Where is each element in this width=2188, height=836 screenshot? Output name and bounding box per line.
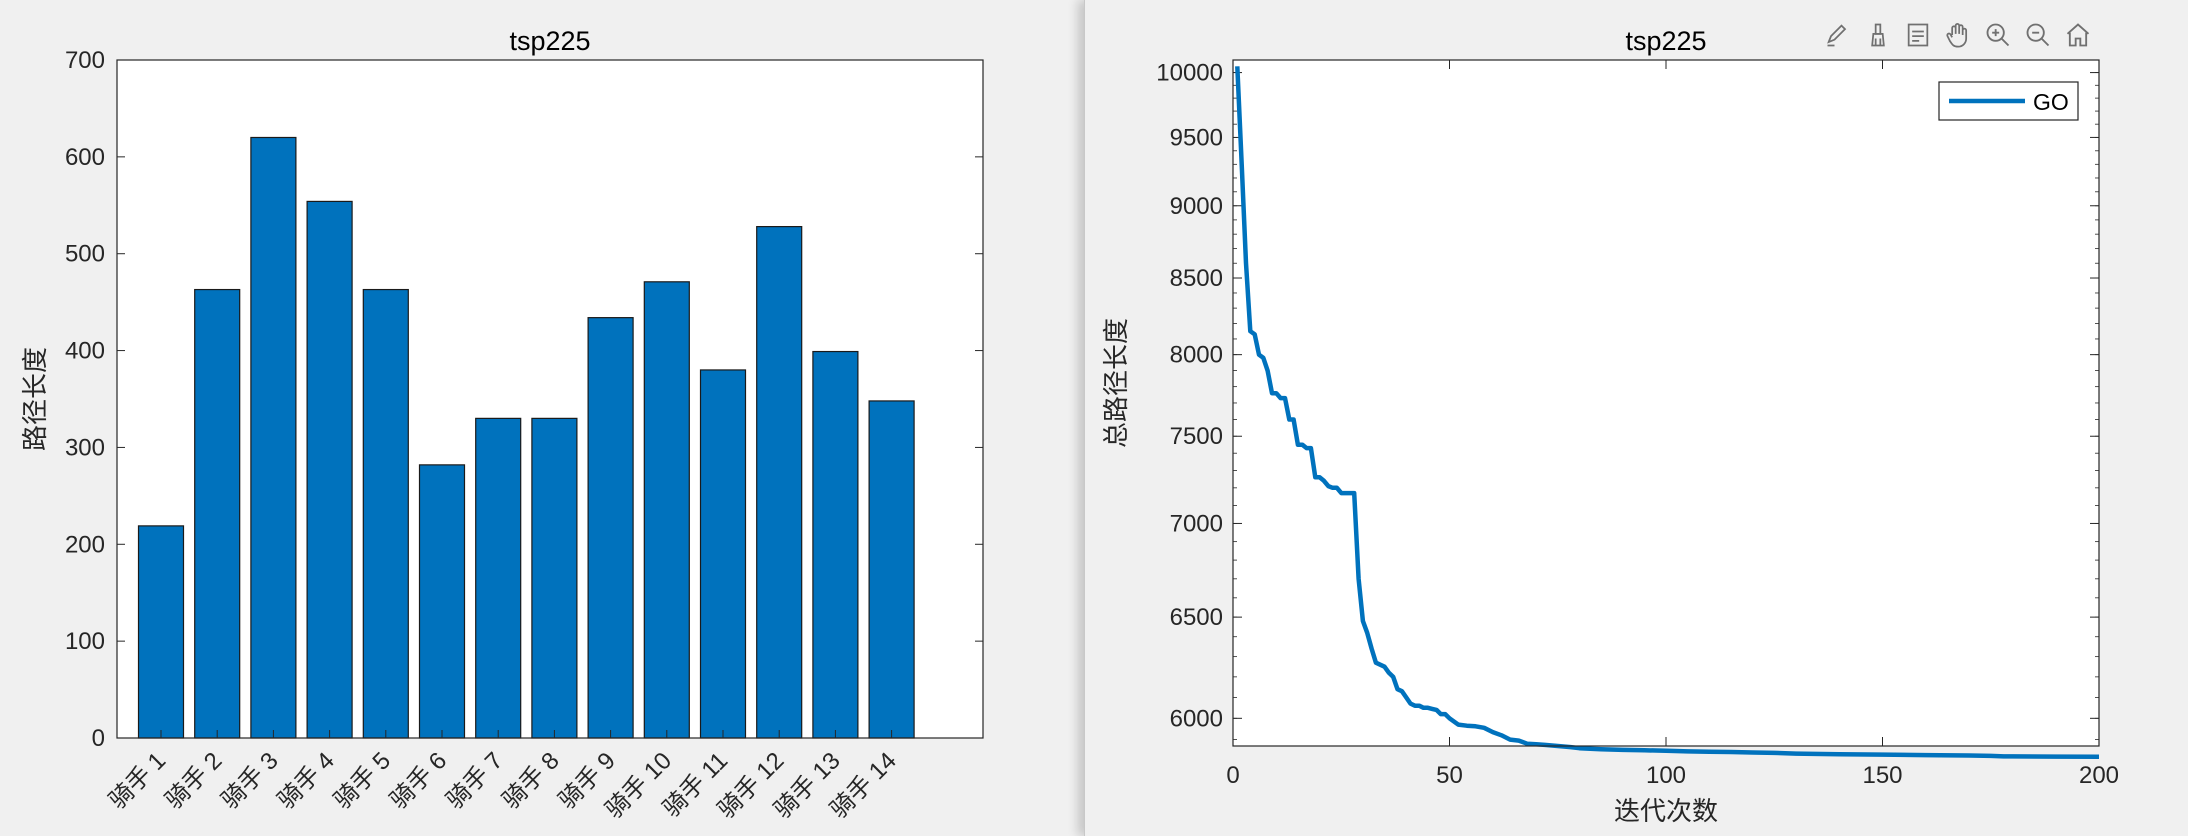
y-tick-label: 300	[65, 434, 105, 461]
bar	[643, 281, 690, 739]
y-tick-label: 9000	[1170, 193, 1223, 220]
legend: GO	[1938, 81, 2079, 121]
bar	[137, 525, 185, 739]
x-tick-label: 0	[1226, 762, 1239, 789]
x-tick-label: 骑手 7	[441, 747, 508, 814]
y-tick-label: 10000	[1156, 60, 1223, 87]
chart-title: tsp225	[1625, 26, 1706, 56]
brush-icon[interactable]	[1861, 18, 1895, 52]
y-axis-label: 总路径长度	[1101, 318, 1131, 448]
y-tick-label: 8000	[1170, 342, 1223, 369]
bar	[699, 369, 747, 739]
y-axis-label: 路径长度	[20, 347, 50, 451]
x-tick-label: 骑手 5	[329, 747, 396, 814]
y-tick-label: 7500	[1170, 423, 1223, 450]
bar	[475, 417, 522, 739]
bar	[362, 288, 409, 739]
x-tick-label: 50	[1436, 762, 1463, 789]
y-tick-label: 400	[65, 338, 105, 365]
line-chart: 6000 6500 7000 7500 8000 8500 9000 9500 10000 0 50…	[1101, 26, 2119, 826]
x-tick-label: 骑手 8	[497, 747, 564, 814]
y-tick-label: 0	[92, 725, 105, 752]
y-tick-label: 200	[65, 531, 105, 558]
legend-icon[interactable]	[1901, 18, 1935, 52]
y-tick-label: 7000	[1170, 510, 1223, 537]
y-tick-label: 6000	[1170, 705, 1223, 732]
bar-chart-figure: 0 100 200 300 400 500 600 700 骑手 1 骑手 2 骑手 3 骑手 4 骑手…	[0, 0, 1084, 836]
x-tick-label: 骑手 1	[104, 747, 171, 814]
y-tick-label: 600	[65, 144, 105, 171]
zoom-out-icon[interactable]	[2021, 18, 2055, 52]
x-tick-label: 150	[1862, 762, 1902, 789]
bar	[306, 200, 353, 739]
bar	[194, 288, 241, 739]
x-tick-label: 200	[2079, 762, 2119, 789]
edit-icon[interactable]	[1821, 18, 1855, 52]
x-tick-label: 骑手 3	[216, 747, 283, 814]
axes-box	[1232, 59, 2100, 747]
x-tick-label: 骑手 2	[160, 747, 227, 814]
bar	[756, 225, 803, 739]
home-icon[interactable]	[2061, 18, 2095, 52]
axes-toolbar	[1821, 18, 2095, 52]
legend-label: GO	[2033, 89, 2069, 115]
bar	[531, 417, 578, 739]
y-tick-label: 6500	[1170, 604, 1223, 631]
y-tick-label: 700	[65, 47, 105, 74]
bar	[587, 317, 634, 739]
bar	[250, 136, 297, 739]
y-tick-label: 500	[65, 241, 105, 268]
y-tick-label: 100	[65, 628, 105, 655]
series-line-go	[1235, 66, 2100, 760]
x-tick-label: 100	[1646, 762, 1686, 789]
axes-box	[116, 59, 984, 739]
bar	[418, 464, 466, 739]
line-chart-figure: 6000 6500 7000 7500 8000 8500 9000 9500 10000 0 50…	[1084, 0, 2188, 836]
x-tick-label: 骑手 6	[385, 747, 452, 814]
y-tick-label: 8500	[1170, 265, 1223, 292]
bar	[812, 350, 859, 739]
bar	[868, 400, 915, 739]
plot-area	[1233, 60, 2099, 746]
zoom-in-icon[interactable]	[1981, 18, 2015, 52]
y-tick-label: 9500	[1170, 124, 1223, 151]
pan-hand-icon[interactable]	[1941, 18, 1975, 52]
x-axis-label: 迭代次数	[1614, 796, 1718, 826]
x-tick-label: 骑手 4	[273, 747, 340, 814]
chart-title: tsp225	[509, 26, 590, 56]
